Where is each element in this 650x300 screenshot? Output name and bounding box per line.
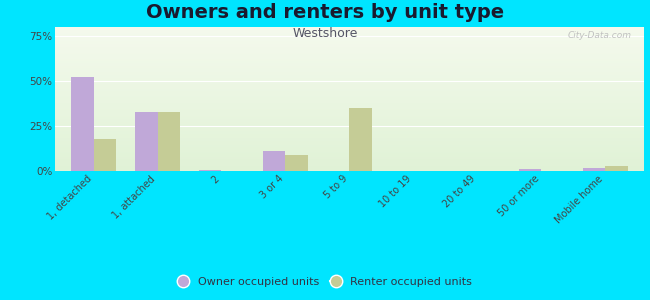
Bar [94, 139, 116, 171]
Bar [263, 151, 285, 171]
Text: City-Data.com: City-Data.com [567, 31, 632, 40]
Bar [199, 170, 222, 171]
Legend: Owner occupied units, Renter occupied units: Owner occupied units, Renter occupied un… [174, 272, 476, 291]
Text: Westshore: Westshore [292, 27, 358, 40]
Bar [72, 77, 94, 171]
Bar [285, 155, 308, 171]
Bar [350, 108, 372, 171]
Bar [135, 112, 157, 171]
Text: Owners and renters by unit type: Owners and renters by unit type [146, 3, 504, 22]
Bar [605, 166, 627, 171]
Bar [583, 168, 605, 171]
Bar [519, 169, 541, 171]
Bar [157, 112, 180, 171]
